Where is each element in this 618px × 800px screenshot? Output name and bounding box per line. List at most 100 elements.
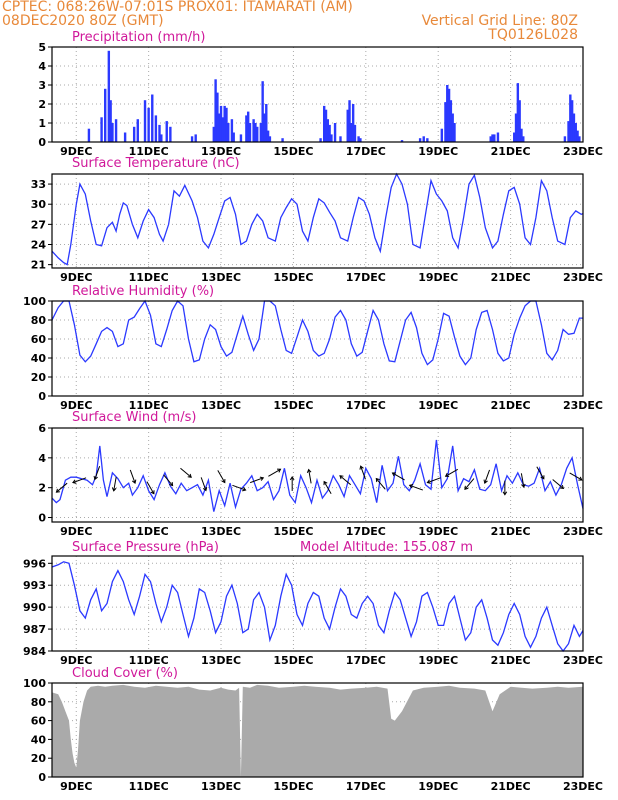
wind-ytick-label: 0 [38, 512, 46, 525]
precip-xtick-label: 23DEC [563, 145, 603, 158]
cloud-area [52, 684, 583, 777]
precip-bar [216, 92, 219, 142]
precip-bar [111, 123, 114, 142]
wind-arrow [520, 473, 525, 488]
wind-arrow-head [242, 486, 247, 492]
precip-ytick-label: 0 [38, 136, 46, 149]
press-xtick-label: 23DEC [563, 654, 603, 667]
precip-bar [160, 134, 163, 142]
precip-xtick-label: 15DEC [273, 145, 313, 158]
precip-bar [326, 119, 330, 142]
wind-arrow-head [323, 480, 328, 486]
wind-xtick-label: 13DEC [201, 525, 241, 538]
temp-ytick-label: 21 [31, 259, 46, 272]
precip-bar [351, 104, 355, 142]
precip-bar [348, 100, 351, 142]
precip-bar [261, 81, 264, 142]
cloud-ytick-label: 100 [23, 677, 46, 690]
precip-bar [256, 126, 259, 142]
wind-arrow [360, 466, 366, 480]
wind-arrow [268, 468, 281, 477]
model-altitude: Model Altitude: 155.087 m [300, 540, 474, 555]
precip-bar [252, 119, 255, 142]
precip-bar [268, 136, 272, 142]
wind-arrow [56, 482, 68, 493]
precip-bar [254, 123, 257, 142]
cloud-xtick-label: 15DEC [273, 780, 313, 793]
precip-bar [281, 138, 284, 142]
precip-bar [514, 113, 518, 142]
press-frame [51, 555, 584, 652]
precip-bar [333, 123, 337, 142]
humid-ytick-label: 40 [31, 352, 47, 365]
cloud-title: Cloud Cover (%) [72, 666, 178, 681]
precip-bar [225, 107, 228, 142]
temp-xtick-label: 11DEC [129, 271, 169, 284]
wind-ytick-label: 2 [38, 482, 46, 495]
wind-xtick-label: 21DEC [491, 525, 531, 538]
precip-bar [109, 100, 112, 142]
cloud-xtick-label: 21DEC [491, 780, 531, 793]
precip-bar [353, 124, 357, 142]
wind-xtick-label: 23DEC [563, 525, 603, 538]
wind-arrow-head [289, 476, 295, 481]
precip-bar [516, 83, 520, 142]
precip-bar [418, 138, 422, 142]
press-ytick-label: 993 [23, 579, 46, 592]
precip-bar [569, 94, 572, 142]
precip-bar [239, 134, 243, 142]
precip-bar [219, 105, 223, 142]
precip-bar [491, 134, 494, 142]
wind-arrow-head [259, 476, 265, 481]
precip-bar [212, 126, 215, 142]
precip-bar [518, 100, 521, 142]
precip-bar [359, 138, 362, 142]
temp-xtick-label: 13DEC [201, 271, 241, 284]
wind-arrow [129, 469, 136, 484]
precip-bar [147, 107, 150, 142]
precip-bar [578, 136, 581, 142]
precip-bar [266, 130, 270, 142]
precip-bar [169, 126, 172, 142]
precip-bar [246, 111, 250, 142]
wind-arrow-head [483, 479, 488, 484]
precip-bar [496, 132, 500, 142]
cloud-ytick-label: 0 [38, 771, 46, 784]
wind-arrow-head [391, 472, 396, 477]
precip-bar [136, 119, 139, 142]
precip-bar [230, 119, 234, 142]
humid-xtick-label: 13DEC [201, 399, 241, 412]
temp-ytick-label: 33 [31, 178, 46, 191]
wind-arrow-head [306, 468, 312, 474]
precip-bar [328, 124, 331, 142]
wind-arrow [217, 470, 226, 483]
cloud-ytick-label: 80 [31, 696, 47, 709]
temp-xtick-label: 21DEC [491, 271, 531, 284]
precip-bar [567, 121, 570, 142]
press-line [51, 561, 584, 653]
humid-ytick-label: 100 [23, 295, 46, 308]
wind-arrow [484, 469, 491, 484]
temp-line [51, 172, 584, 266]
wind-arrow-head [72, 479, 77, 484]
precip-bar [123, 132, 127, 142]
cloud-ytick-label: 20 [31, 752, 47, 765]
precip-bar [563, 136, 567, 142]
wind-line [51, 439, 584, 512]
wind-arrow [308, 469, 312, 484]
precip-bar [576, 130, 579, 142]
wind-arrow [552, 479, 564, 489]
precip-bar [87, 128, 91, 142]
precip-bar [104, 88, 107, 142]
cloud-xtick-label: 9DEC [60, 780, 92, 793]
precip-bar [357, 136, 360, 142]
precip-bar [330, 134, 333, 142]
temp-xtick-label: 19DEC [418, 271, 458, 284]
temp-xtick-label: 15DEC [273, 271, 313, 284]
precip-bar [350, 123, 353, 142]
wind-arrow-head [277, 468, 282, 473]
wind-arrow [339, 475, 352, 486]
precip-bar [259, 123, 263, 142]
precip-ytick-label: 2 [38, 98, 46, 111]
humid-xtick-label: 9DEC [60, 399, 92, 412]
